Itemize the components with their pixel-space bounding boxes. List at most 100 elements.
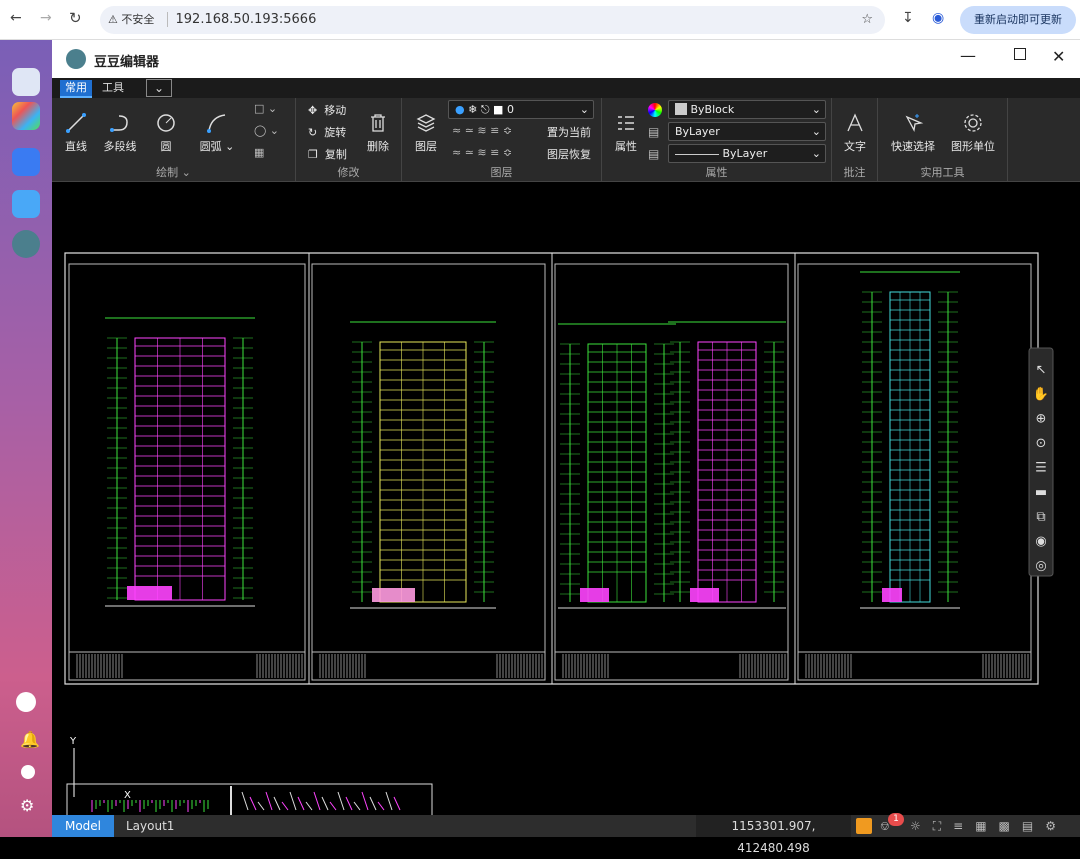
back-button[interactable]: ← [10, 10, 22, 26]
dock-icon[interactable] [16, 692, 36, 712]
reload-button[interactable]: ↻ [69, 9, 82, 27]
annotation-group: 文字 批注 [832, 98, 878, 182]
ellipse-tool[interactable]: ◯ ⌄ [254, 124, 280, 137]
dock-icon[interactable] [12, 68, 40, 96]
layer-tool[interactable]: 图层 [404, 108, 448, 154]
settings-icon[interactable]: ⚙ [20, 796, 35, 815]
drawing-line [338, 792, 344, 810]
group-label: 绘制 ⌄ [156, 166, 191, 179]
security-text: 不安全 [121, 13, 155, 26]
drawing-line [346, 797, 352, 810]
coordinates: 1153301.907, 412480.498 [696, 815, 851, 855]
tool-label: 圆弧 [199, 140, 222, 153]
group-label: 图层 [490, 166, 513, 179]
toolbar-button[interactable]: ⧉ [1036, 510, 1045, 525]
minimize-button[interactable]: — [960, 46, 976, 65]
rotate-tool[interactable]: ↻ 旋转 [308, 126, 347, 139]
drawing-canvas[interactable]: Y X ↖ ✋ ⊕ ⊙ ☰ ▬ ⧉ ◉ ◎ [52, 182, 1080, 815]
title-block [69, 652, 305, 680]
notification-icon[interactable]: ⎊ [880, 819, 890, 833]
drawing-line [290, 792, 296, 810]
drawing-line [250, 797, 256, 810]
rect-tool[interactable]: □ ⌄ [254, 102, 278, 115]
close-button[interactable]: ✕ [1052, 47, 1066, 66]
drawing-line [242, 792, 248, 810]
toolbar-button[interactable]: ⊙ [1036, 436, 1047, 451]
status-icons[interactable]: ☼⛶≡▦▩▤⚙ [910, 819, 1068, 833]
dock-icon[interactable] [12, 190, 40, 218]
download-icon[interactable]: ↧ [902, 10, 914, 26]
text-tool[interactable]: 文字 [833, 108, 877, 154]
drawing-line [298, 797, 304, 810]
drawing-line [362, 792, 368, 810]
layout-tab[interactable]: Model [52, 815, 114, 837]
tool-label: 直线 [65, 140, 87, 153]
tool-label: 图形单位 [951, 140, 995, 153]
hatch-tool[interactable]: ▦ [254, 146, 265, 159]
layout-tab[interactable]: Layout1 [126, 819, 175, 833]
layer-icons[interactable]: ≈ ≃ ≋ ≌ ≎ [452, 146, 513, 159]
app-title: 豆豆编辑器 [94, 55, 160, 70]
tab[interactable]: 工具 [102, 81, 124, 94]
color-value: ByBlock [690, 103, 735, 116]
toolbar-button[interactable]: ▬ [1035, 485, 1047, 500]
user-icon[interactable] [21, 765, 35, 779]
copy-tool[interactable]: ❐ 复制 [308, 148, 347, 161]
toolbar-button[interactable]: ◉ [1035, 534, 1046, 549]
properties-tool[interactable]: 属性 [604, 108, 648, 154]
tool-label: 移动 [324, 104, 347, 117]
polyline-tool[interactable]: 多段线 [98, 108, 142, 154]
url-text: 192.168.50.193:5666 [166, 12, 317, 27]
building-base [690, 588, 719, 602]
arc-tool[interactable]: 圆弧 ⌄ [192, 108, 242, 154]
line-tool[interactable]: 直线 [54, 108, 98, 154]
maximize-button[interactable] [1014, 48, 1026, 60]
status-icon[interactable] [856, 818, 872, 834]
x-axis-label: X [124, 790, 131, 801]
toolbar-button[interactable]: ☰ [1035, 461, 1047, 476]
dock-icon[interactable] [12, 230, 40, 258]
layer-restore-button[interactable]: 图层恢复 [547, 148, 591, 161]
forward-button[interactable]: → [40, 10, 52, 26]
drawing-line [274, 797, 280, 810]
dock-icon[interactable] [12, 102, 40, 130]
update-button[interactable]: 重新启动即可更新 [960, 6, 1076, 34]
set-current-button[interactable]: 置为当前 [547, 126, 591, 139]
ribbon: 直线 多段线 圆 圆弧 ⌄ □ ⌄ ◯ ⌄ ▦ 绘制 ⌄ ✥ 移动 ↻ 旋转 ❐… [52, 98, 1080, 182]
tab-dropdown[interactable]: ⌄ [146, 79, 172, 97]
dock-icon[interactable] [12, 148, 40, 176]
tab[interactable]: 常用 [60, 80, 92, 98]
sheet-border [69, 264, 305, 680]
delete-tool[interactable]: 删除 [356, 108, 400, 154]
quick-select-tool[interactable]: 快速选择 [888, 108, 938, 154]
drawing-line [370, 797, 376, 810]
toolbar-button[interactable]: ◎ [1035, 559, 1046, 574]
linetype-dropdown[interactable]: ByLayer ⌄ [668, 122, 826, 141]
tool-label: 圆 [160, 140, 172, 153]
drawing-line [306, 802, 312, 810]
lineweight-dropdown[interactable]: ByLayer ⌄ [668, 144, 826, 163]
address-bar[interactable]: ⚠ 不安全 192.168.50.193:5666 ☆ [100, 6, 885, 34]
notification-badge: 1 [888, 813, 904, 826]
linetype-icon: ▤ [648, 125, 660, 139]
layer-icons[interactable]: ≈ ≃ ≋ ≌ ≎ [452, 124, 513, 137]
tool-label: 复制 [324, 148, 347, 161]
toolbar-button[interactable]: ⊕ [1036, 412, 1047, 427]
layer-dropdown[interactable]: ● ❄ ⎋ ■ 0 ⌄ [448, 100, 594, 119]
ribbon-tabs: 常用 工具 ⌄ [52, 78, 1080, 98]
bell-icon[interactable]: 🔔 [20, 730, 40, 749]
profile-icon[interactable]: ◉ [932, 10, 945, 26]
drawing-line [394, 797, 400, 810]
group-label: 实用工具 [920, 166, 965, 179]
toolbar-button[interactable]: ✋ [1033, 386, 1049, 402]
toolbar-button[interactable]: ↖ [1036, 363, 1047, 378]
circle-tool[interactable]: 圆 [144, 108, 188, 154]
layer-group: 图层 ● ❄ ⎋ ■ 0 ⌄ ≈ ≃ ≋ ≌ ≎ 置为当前 ≈ ≃ ≋ ≌ ≎ 图… [402, 98, 602, 182]
bookmark-star[interactable]: ☆ [861, 12, 873, 27]
move-tool[interactable]: ✥ 移动 [308, 104, 347, 117]
side-dock: 🔔 ⚙ [0, 40, 52, 837]
color-dropdown[interactable]: ByBlock ⌄ [668, 100, 826, 119]
tool-label: 图层 [415, 140, 437, 153]
browser-bar: ← → ↻ ⚠ 不安全 192.168.50.193:5666 ☆ ↧ ◉ 重新… [0, 0, 1080, 40]
units-tool[interactable]: 图形单位 [948, 108, 998, 154]
